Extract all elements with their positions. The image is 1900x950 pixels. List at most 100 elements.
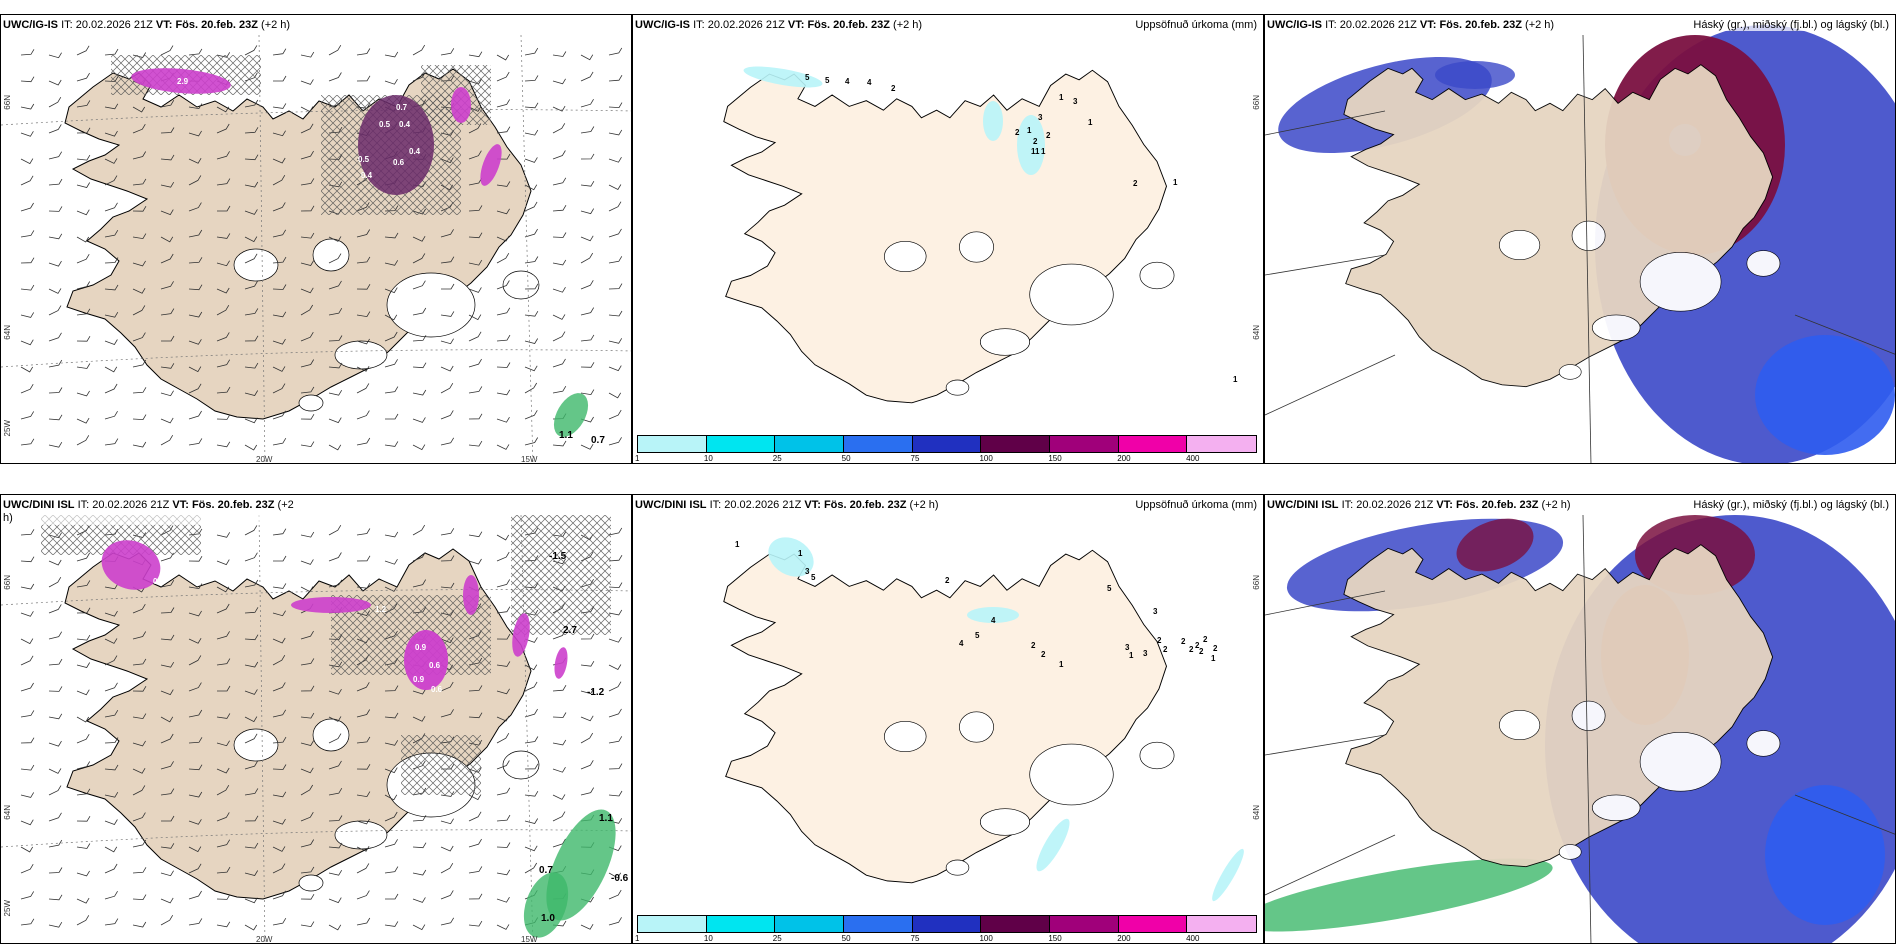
precip-value: 2 (1041, 650, 1046, 659)
snow-value: 0.4 (399, 120, 411, 129)
colorbar-swatch (912, 916, 982, 932)
lon-label: 20W (256, 455, 273, 464)
precip-value: 2 (1199, 647, 1204, 656)
colorbar-tick: 50 (841, 454, 851, 463)
map-r1-clouds (1265, 15, 1895, 463)
panel-header: UWC/IG-IS IT: 20.02.2026 21Z VT: Fös. 20… (1267, 19, 1555, 32)
lat-label: 66N (1252, 95, 1261, 110)
snow-value: 0.9 (415, 643, 427, 652)
precip-value: 3 (1038, 113, 1043, 122)
lon-label: 15W (521, 935, 538, 944)
lat-label: 66N (3, 575, 12, 590)
precip-value: 5 (825, 76, 830, 85)
iceland-landmass (723, 69, 1168, 404)
precip-value: 2 (1213, 644, 1218, 653)
precip-value: 3 (1073, 97, 1078, 106)
colorbar-swatch (843, 916, 913, 932)
lat-label: 66N (1252, 575, 1261, 590)
precip-value: 2 (1163, 645, 1168, 654)
colorbar-swatch (981, 916, 1050, 932)
lat-label: 64N (3, 325, 12, 340)
lat-label: 66N (3, 95, 12, 110)
precip-value: 2 (945, 576, 950, 585)
snow-value: 0.6 (429, 661, 441, 670)
map-r1-wind (1, 34, 631, 463)
snow-value: 0.5 (358, 155, 370, 164)
precip-value: 1 (1129, 651, 1134, 660)
precip-value: 2 (1203, 635, 1208, 644)
colorbar-swatch (775, 916, 844, 932)
panel-title: Uppsöfnuð úrkoma (mm) (1135, 19, 1257, 31)
panel-header: UWC/IG-IS IT: 20.02.2026 21Z VT: Fös. 20… (3, 19, 291, 31)
precip-value: 1 (1211, 654, 1216, 663)
colorbar-tick: 200 (1117, 454, 1131, 463)
snow-value: 0.9 (153, 577, 165, 586)
lon-label: 25W (3, 900, 12, 917)
precip-value: 2 (1015, 128, 1020, 137)
colorbar-tick: 10 (703, 934, 713, 943)
precip-value: 1 (1027, 126, 1032, 135)
colorbar-tick: 400 (1186, 454, 1200, 463)
precip-value: 3 (1153, 607, 1158, 616)
pressure-label: -1.2 (587, 687, 605, 698)
panel-r1-wind-snow: UWC/IG-IS IT: 20.02.2026 21Z VT: Fös. 20… (0, 14, 632, 464)
colorbar-swatch (706, 436, 776, 452)
colorbar-tick: 50 (841, 934, 851, 943)
colorbar-swatch (775, 436, 844, 452)
precip-colorbar (637, 915, 1257, 933)
pressure-label: 1.0 (541, 913, 555, 924)
colorbar-swatch (1118, 436, 1188, 452)
precip-value: 1 (735, 540, 740, 549)
colorbar-tick: 75 (910, 934, 920, 943)
colorbar-tick: 75 (910, 454, 920, 463)
colorbar-tick: 1 (635, 454, 640, 463)
panel-title: Háský (gr.), miðský (fj.bl.) og lágský (… (1693, 19, 1889, 31)
colorbar-swatch (638, 436, 707, 452)
precip-value: 5 (811, 573, 816, 582)
precip-value: 1 (1233, 375, 1238, 384)
snow-value: 2.9 (177, 77, 189, 86)
precip-value: 5 (805, 73, 810, 82)
precip-value: 2 (1189, 645, 1194, 654)
colorbar-tick: 100 (979, 934, 993, 943)
precip-value: 3 (805, 567, 810, 576)
colorbar-tick: 1 (635, 934, 640, 943)
snow-value: 1.2 (375, 605, 387, 614)
precip-value: 4 (867, 78, 872, 87)
lat-label: 64N (1252, 325, 1261, 340)
precip-value: 5 (1107, 584, 1112, 593)
precip-value: 1 (798, 549, 803, 558)
precip-value: 3 (1143, 649, 1148, 658)
snow-value: 0.6 (393, 158, 405, 167)
colorbar-swatch (1118, 916, 1188, 932)
snow-value: 0.4 (361, 171, 373, 180)
colorbar-tick: 150 (1048, 934, 1062, 943)
panel-r2-precip: UWC/DINI ISL IT: 20.02.2026 21Z VT: Fös.… (632, 494, 1264, 944)
lon-label: 25W (3, 420, 12, 437)
colorbar-swatch (638, 916, 707, 932)
panel-header: UWC/DINI ISL IT: 20.02.2026 21Z VT: Fös.… (635, 499, 939, 511)
colorbar-tick: 400 (1186, 934, 1200, 943)
lat-label: 64N (1252, 805, 1261, 820)
panel-header: UWC/IG-IS IT: 20.02.2026 21Z VT: Fös. 20… (635, 19, 923, 31)
precip-value: 2 (1046, 131, 1051, 140)
precip-value: 2 (1157, 636, 1162, 645)
precip-value: 2 (1181, 637, 1186, 646)
precip-value: 1 (1173, 178, 1178, 187)
colorbar-tick: 200 (1117, 934, 1131, 943)
colorbar-tick: 150 (1048, 454, 1062, 463)
pressure-label: 1.1 (599, 813, 613, 824)
colorbar-swatch (1187, 436, 1256, 452)
precip-value: 4 (845, 77, 850, 86)
precip-value: 1 (1059, 660, 1064, 669)
pressure-label: 1.1 (559, 430, 573, 441)
map-r1-precip (723, 66, 1175, 404)
lon-label: 15W (521, 455, 538, 464)
precip-value: 1 (1041, 147, 1046, 156)
map-r2-precip (723, 537, 1244, 902)
precip-value: 1 (1035, 147, 1040, 156)
panel-r1-precip: UWC/IG-IS IT: 20.02.2026 21Z VT: Fös. 20… (632, 14, 1264, 464)
precip-value: 1 (1088, 118, 1093, 127)
precip-value: 4 (959, 639, 964, 648)
colorbar-swatch (1049, 436, 1119, 452)
